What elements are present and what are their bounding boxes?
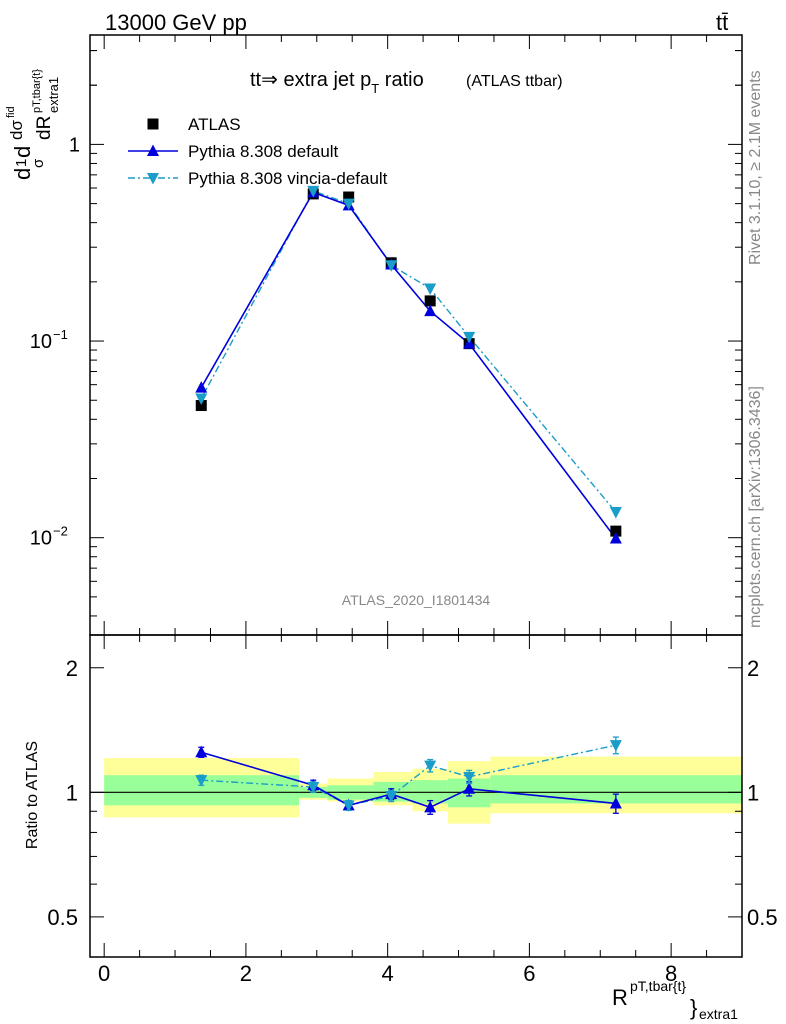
rivet-label: Rivet 3.1.10, ≥ 2.1M events [747,70,764,265]
main-ylabel: d 1 σ d dσ fid dR pT,tbar{t} extra1 [5,69,61,180]
ylabel-sup: pT,tbar{t} [31,69,43,113]
vincia-point [385,260,398,272]
ratio-ytick-label-left: 0.5 [47,905,78,930]
analysis-watermark: ATLAS_2020_I1801434 [342,592,491,608]
vincia-point [609,507,622,519]
vincia-ratio-point [342,800,355,812]
process-label: tt̄ [716,10,728,35]
ylabel-sub: extra1 [46,77,61,113]
x-tick-label: 6 [523,961,535,986]
vincia-point [307,185,320,198]
atlas-point [610,525,622,537]
legend-marker [147,118,159,130]
default-point [609,532,622,544]
vincia-point [195,393,208,406]
main-ytick-label: 10 [30,331,52,353]
energy-label: 13000 GeV pp [105,10,247,35]
legend-entry: Pythia 8.308 vincia-default [128,169,388,188]
ratio-plot-axes: 2 2 1 1 0.5 0.5 0 2 4 6 8 [47,634,778,986]
svg-text:tt⇒ extra jet pT ratio: tt⇒ extra jet pT ratio [250,69,424,96]
vincia-ratio-point [463,771,476,784]
default-point [424,304,437,317]
main-ytick-label: 10 [30,528,52,550]
vincia-point [463,331,476,344]
mcplots-label: mcplots.cern.ch [arXiv:1306.3436] [747,386,764,628]
vincia-ratio-point [195,775,208,787]
title-arrow: ⇒ [261,69,278,91]
atlas-point [195,400,207,412]
vincia-ratio-point [609,740,622,752]
ylabel-dsigma: dσ [7,120,26,140]
ylabel-d: d [10,168,35,180]
legend-entry: Pythia 8.308 default [128,142,339,161]
ylabel-num: 1 [13,159,30,167]
default-ratio-point [195,745,208,758]
main-ytick-label-exp: −2 [53,524,68,539]
default-ratio-point [424,800,437,813]
ratio-ytick-label-right: 2 [747,656,759,681]
legend-label: Pythia 8.308 vincia-default [188,169,388,188]
title-mid: extra jet p [278,69,371,91]
vincia-point [424,283,437,296]
ylabel-dR: dR [34,116,55,140]
ylabel-fid: fid [5,106,17,118]
plot-subtitle: (ATLAS ttbar) [466,73,563,90]
ratio-frame [89,634,743,958]
series-line-vincia [200,190,617,513]
x-tick-label: 8 [665,961,677,986]
series-line-default [200,191,617,540]
xlabel-brace: } [690,995,697,1020]
legend-marker [147,173,159,185]
vincia-ratio-point [307,782,320,794]
legend-entry: ATLAS [147,115,241,134]
title-tt: tt [250,69,262,91]
ylabel-den: σ [30,158,47,168]
title-post: ratio [379,69,423,91]
default-ratio-point [609,796,622,809]
x-tick-label: 2 [240,961,252,986]
legend-label: ATLAS [188,115,241,134]
legend-marker [147,144,159,156]
title-sub: T [371,81,379,96]
ratio-ytick-label-left: 1 [66,780,78,805]
atlas-point [424,295,436,307]
x-axis-label: R pT,tbar{t} } extra1 [612,978,738,1022]
plot-title: tt⇒ extra jet pT ratio (ATLAS ttbar) [250,69,563,96]
default-ratio-point [463,782,476,794]
ratio-ylabel: Ratio to ATLAS [24,741,41,849]
main-ytick-label: 1 [69,134,80,156]
default-point [195,381,208,393]
xlabel-sup: pT,tbar{t} [630,978,686,994]
ratio-ytick-label-right: 1 [747,780,759,805]
xlabel-sub: extra1 [699,1006,738,1022]
vincia-ratio-point [385,790,398,803]
atlas-point [343,191,355,203]
ratio-ytick-label-left: 2 [66,656,78,681]
ylabel-d2: d [10,146,35,158]
vincia-point [342,198,355,211]
ratio-bands [104,756,742,824]
legend-label: Pythia 8.308 default [188,142,339,161]
main-ytick-label-exp: −1 [53,327,68,342]
ratio-plot-data [195,736,622,815]
main-plot-data [195,185,622,544]
legend: ATLAS Pythia 8.308 default Pythia 8.308 vi… [128,115,388,188]
x-tick-label: 4 [382,961,394,986]
ratio-ytick-label-right: 0.5 [747,905,778,930]
xlabel-main: R [612,985,628,1010]
x-tick-label: 0 [98,961,110,986]
vincia-ratio-point [424,760,437,773]
main-plot-axes: 110−110−2 [30,34,743,636]
